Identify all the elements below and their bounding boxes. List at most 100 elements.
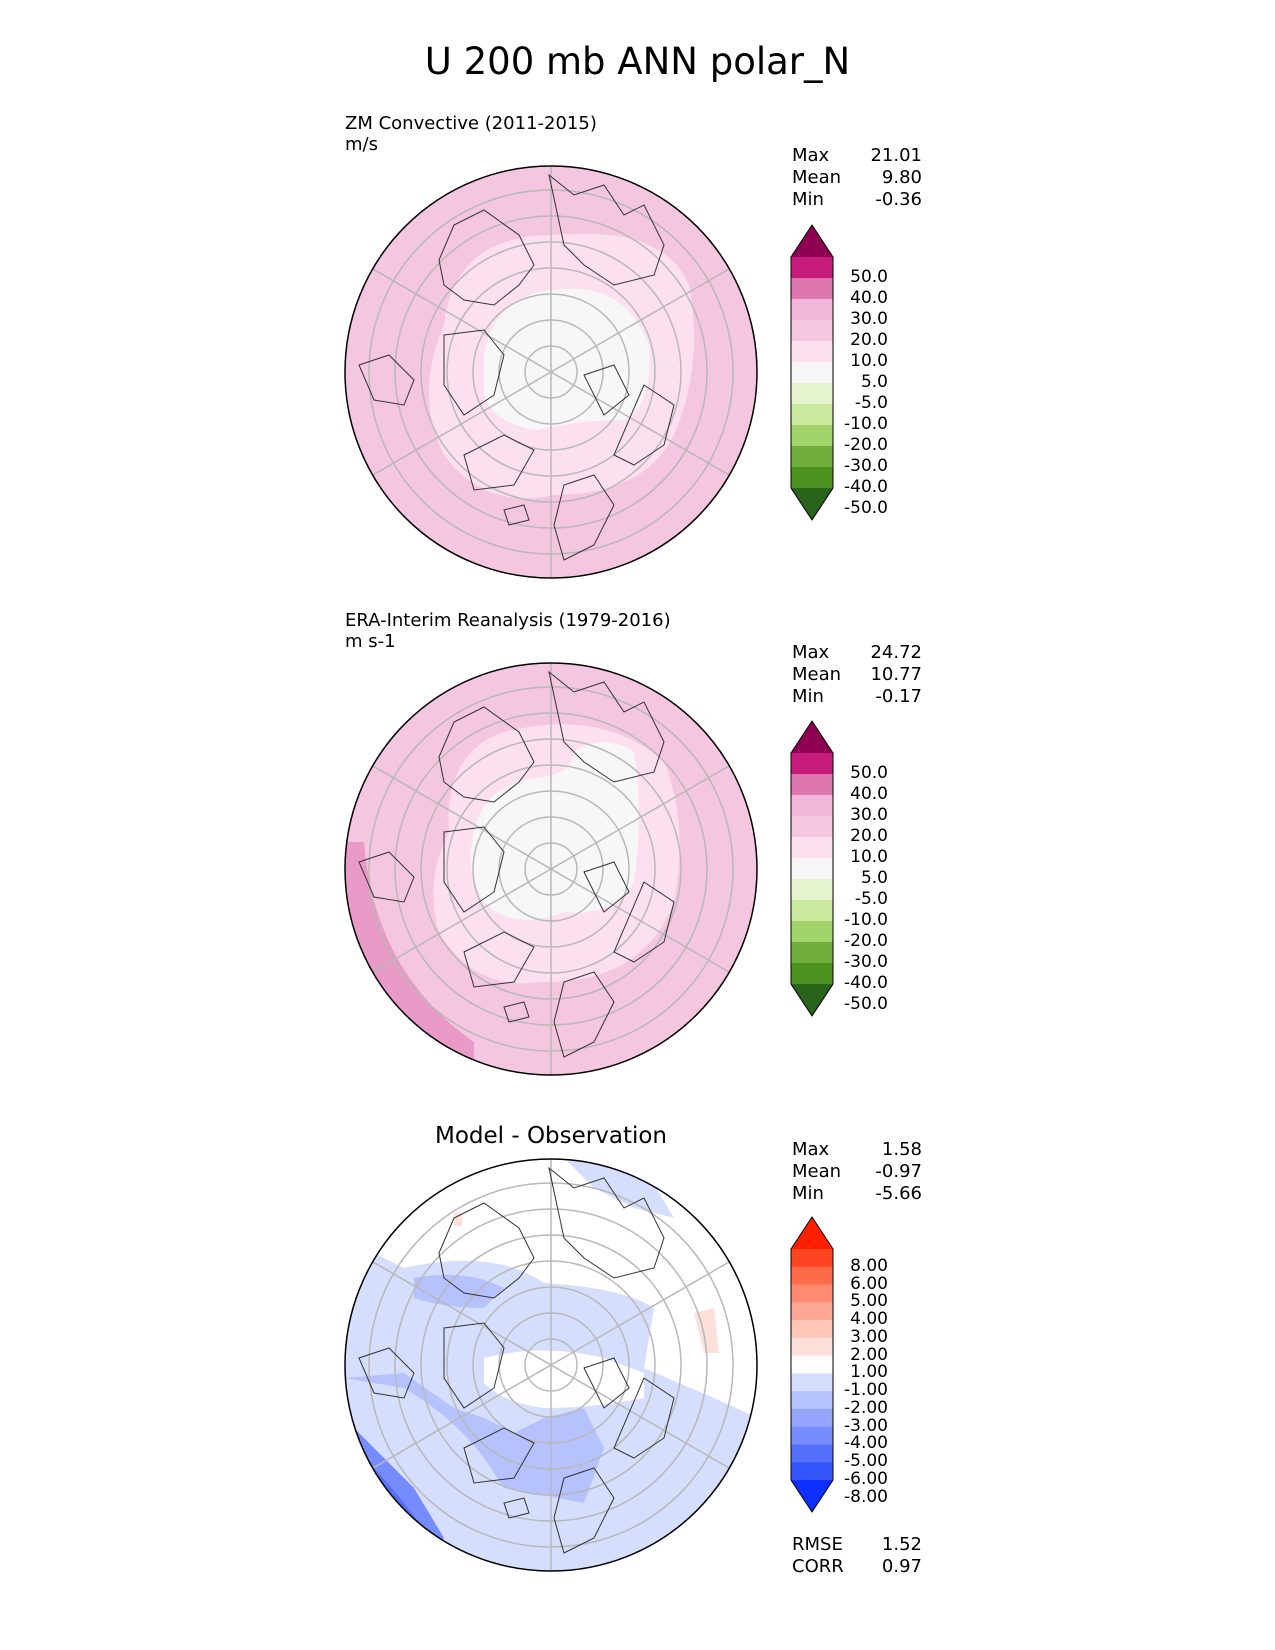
- colorbar-tick-label: 4.00: [850, 1309, 888, 1330]
- colorbar-segment: [791, 816, 833, 838]
- colorbar-tick-label: 5.00: [850, 1291, 888, 1312]
- colorbar-segment: [791, 774, 833, 796]
- colorbar-tick-label: 30.0: [850, 309, 888, 329]
- colorbar-tick-label: -4.00: [844, 1433, 888, 1454]
- panel3-min-label: Min: [792, 1183, 824, 1204]
- colorbar-segment: [791, 1462, 833, 1481]
- colorbar-tick-label: 2.00: [850, 1344, 888, 1365]
- colorbar-tick-label: -40.0: [844, 477, 888, 497]
- panel2-polar-map: [344, 662, 758, 1076]
- colorbar-graphic: [790, 224, 834, 521]
- panel3-mean: -0.97: [875, 1161, 922, 1182]
- colorbar-outline: [790, 1216, 834, 1513]
- colorbar-segment: [791, 1355, 833, 1374]
- panel3-stats: Max 1.58 Mean -0.97 Min -5.66: [792, 1139, 922, 1205]
- panel3-mid-band: [345, 1373, 604, 1503]
- colorbar-top-extension: [791, 225, 833, 257]
- colorbar-segment: [791, 1426, 833, 1445]
- colorbar-segment: [791, 900, 833, 922]
- panel2-title-text: ERA-Interim Reanalysis (1979-2016): [345, 610, 671, 631]
- panel2-mean: 10.77: [870, 664, 922, 685]
- colorbar-tick-label: 40.0: [850, 288, 888, 308]
- colorbar-tick-label: -1.00: [844, 1380, 888, 1401]
- colorbar-tick-label: 8.00: [850, 1255, 888, 1276]
- panel1-title-text: ZM Convective (2011-2015): [345, 113, 597, 134]
- panel1-units: m/s: [345, 134, 378, 155]
- colorbar-segment: [791, 341, 833, 363]
- colorbar-segment: [791, 1337, 833, 1357]
- colorbar-tick-label: 50.0: [850, 267, 888, 287]
- corr-value: 0.97: [881, 1556, 922, 1577]
- colorbar-segment: [791, 942, 833, 964]
- colorbar-tick-label: -30.0: [844, 952, 888, 972]
- panel3-title: Model - Observation: [434, 1123, 668, 1149]
- figure-title: U 200 mb ANN polar_N: [424, 40, 851, 83]
- colorbar-segment: [791, 446, 833, 468]
- colorbar-tick-label: -8.00: [844, 1486, 888, 1507]
- colorbar-segment: [791, 425, 833, 447]
- colorbar-tick-label: 50.0: [850, 763, 888, 783]
- colorbar-tick-label: 20.0: [850, 330, 888, 350]
- panel3-clear-center: [484, 1350, 644, 1408]
- colorbar-tick-label: -10.0: [844, 910, 888, 930]
- colorbar-outline: [790, 224, 834, 521]
- panel2-mean-label: Mean: [792, 664, 842, 685]
- colorbar-tick-label: -50.0: [844, 994, 888, 1014]
- panel1-min: -0.36: [875, 189, 922, 210]
- panel1-max: 21.01: [870, 145, 922, 166]
- panel1-title: ZM Convective (2011-2015) m/s: [345, 113, 597, 155]
- colorbar-tick-label: -3.00: [844, 1415, 888, 1436]
- colorbar-segment: [791, 1444, 833, 1463]
- colorbar-bottom-extension: [791, 984, 833, 1016]
- panel3-skill-stats: RMSE 1.52 CORR 0.97: [792, 1534, 922, 1578]
- colorbar-segment: [791, 257, 833, 279]
- colorbar-tick-label: 20.0: [850, 826, 888, 846]
- colorbar-segment: [791, 1373, 833, 1392]
- panel3-mid-band-2: [414, 1274, 504, 1308]
- panel1-stats: Max 21.01 Mean 9.80 Min -0.36: [792, 145, 922, 211]
- colorbar-tick-label: 30.0: [850, 805, 888, 825]
- colorbar-segment: [791, 1266, 833, 1286]
- colorbar-segment: [791, 299, 833, 321]
- colorbar-segment: [791, 1391, 833, 1410]
- colorbar-segment: [791, 1249, 833, 1268]
- colorbar-graphic: [790, 1216, 834, 1513]
- colorbar-segment: [791, 362, 833, 384]
- colorbar-tick-label: 5.0: [860, 868, 888, 888]
- panel1-max-label: Max: [792, 145, 830, 166]
- colorbar-segment: [791, 1320, 833, 1339]
- panel2-max: 24.72: [870, 642, 922, 663]
- colorbar-segment: [791, 404, 833, 426]
- colorbar-tick-label: -5.0: [854, 393, 888, 413]
- panel2-min: -0.17: [875, 686, 922, 707]
- colorbar-tick-label: -50.0: [844, 498, 888, 518]
- colorbar-segment: [791, 383, 833, 405]
- rmse-value: 1.52: [881, 1534, 922, 1555]
- colorbar-bottom-extension: [791, 1480, 833, 1512]
- colorbar-top-extension: [791, 1217, 833, 1249]
- colorbar-tick-label: -20.0: [844, 435, 888, 455]
- panel1-min-label: Min: [792, 189, 824, 210]
- colorbar-segment: [791, 879, 833, 901]
- colorbar-tick-label: -40.0: [844, 973, 888, 993]
- rmse-label: RMSE: [792, 1534, 843, 1555]
- colorbar-outline: [790, 720, 834, 1017]
- colorbar-tick-label: 5.0: [860, 372, 888, 392]
- panel2-stats: Max 24.72 Mean 10.77 Min -0.17: [792, 642, 922, 708]
- panel3-max-label: Max: [792, 1139, 830, 1160]
- panel2-title: ERA-Interim Reanalysis (1979-2016) m s-1: [345, 610, 671, 652]
- colorbar-tick-label: -5.0: [854, 889, 888, 909]
- colorbar-bottom-extension: [791, 488, 833, 520]
- panel2-min-label: Min: [792, 686, 824, 707]
- colorbar-segment: [791, 320, 833, 342]
- colorbar-tick-label: -10.0: [844, 414, 888, 434]
- colorbar-segment: [791, 753, 833, 775]
- colorbar-segment: [791, 467, 833, 489]
- colorbar-tick-label: -6.00: [844, 1469, 888, 1489]
- colorbar-tick-label: 40.0: [850, 784, 888, 804]
- colorbar-tick-label: 10.0: [850, 351, 888, 371]
- panel3-mean-label: Mean: [792, 1161, 842, 1182]
- colorbar-tick-label: -5.00: [844, 1451, 888, 1472]
- panel1-mean-label: Mean: [792, 167, 842, 188]
- colorbar-segment: [791, 278, 833, 300]
